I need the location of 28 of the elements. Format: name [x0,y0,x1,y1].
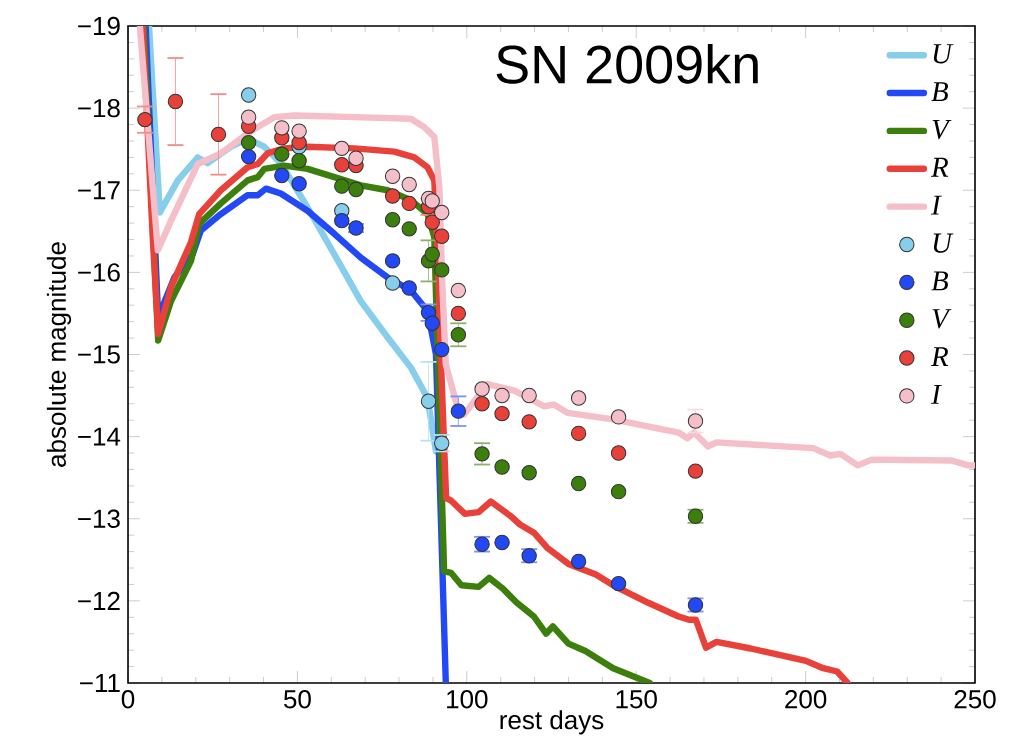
y-tick-label: −11 [80,674,120,692]
legend-label: R [930,157,949,177]
x-tick-label: 250 [954,690,996,709]
y-tick-label: −19 [78,16,120,36]
y-tick-label: −16 [78,263,120,282]
legend-label: U [933,233,954,253]
x-tick-label: 50 [283,690,311,709]
chart-title: SN 2009kn [496,44,758,84]
y-tick-label: −14 [78,427,121,446]
y-tick-label: −17 [78,181,120,200]
legend-label: I [930,384,942,404]
legend-label: R [930,347,949,366]
y-tick-label: −13 [78,509,120,528]
x-tick-label: 200 [785,690,827,709]
y-tick-label: −15 [78,345,120,364]
x-tick-label: 150 [616,690,657,709]
x-axis-title: rest days [500,710,604,735]
x-tick-label: 0 [121,690,135,709]
legend-label: V [932,119,952,140]
legend-label: B [931,271,949,291]
legend-label: U [933,44,954,64]
y-tick-label: −18 [78,98,120,118]
x-tick-label: 100 [447,690,488,709]
y-axis-title: absolute magnitude [46,242,72,467]
legend-label: I [930,195,942,215]
legend-label: B [931,82,949,102]
legend-label: V [932,309,952,329]
y-tick-label: −12 [78,591,120,610]
